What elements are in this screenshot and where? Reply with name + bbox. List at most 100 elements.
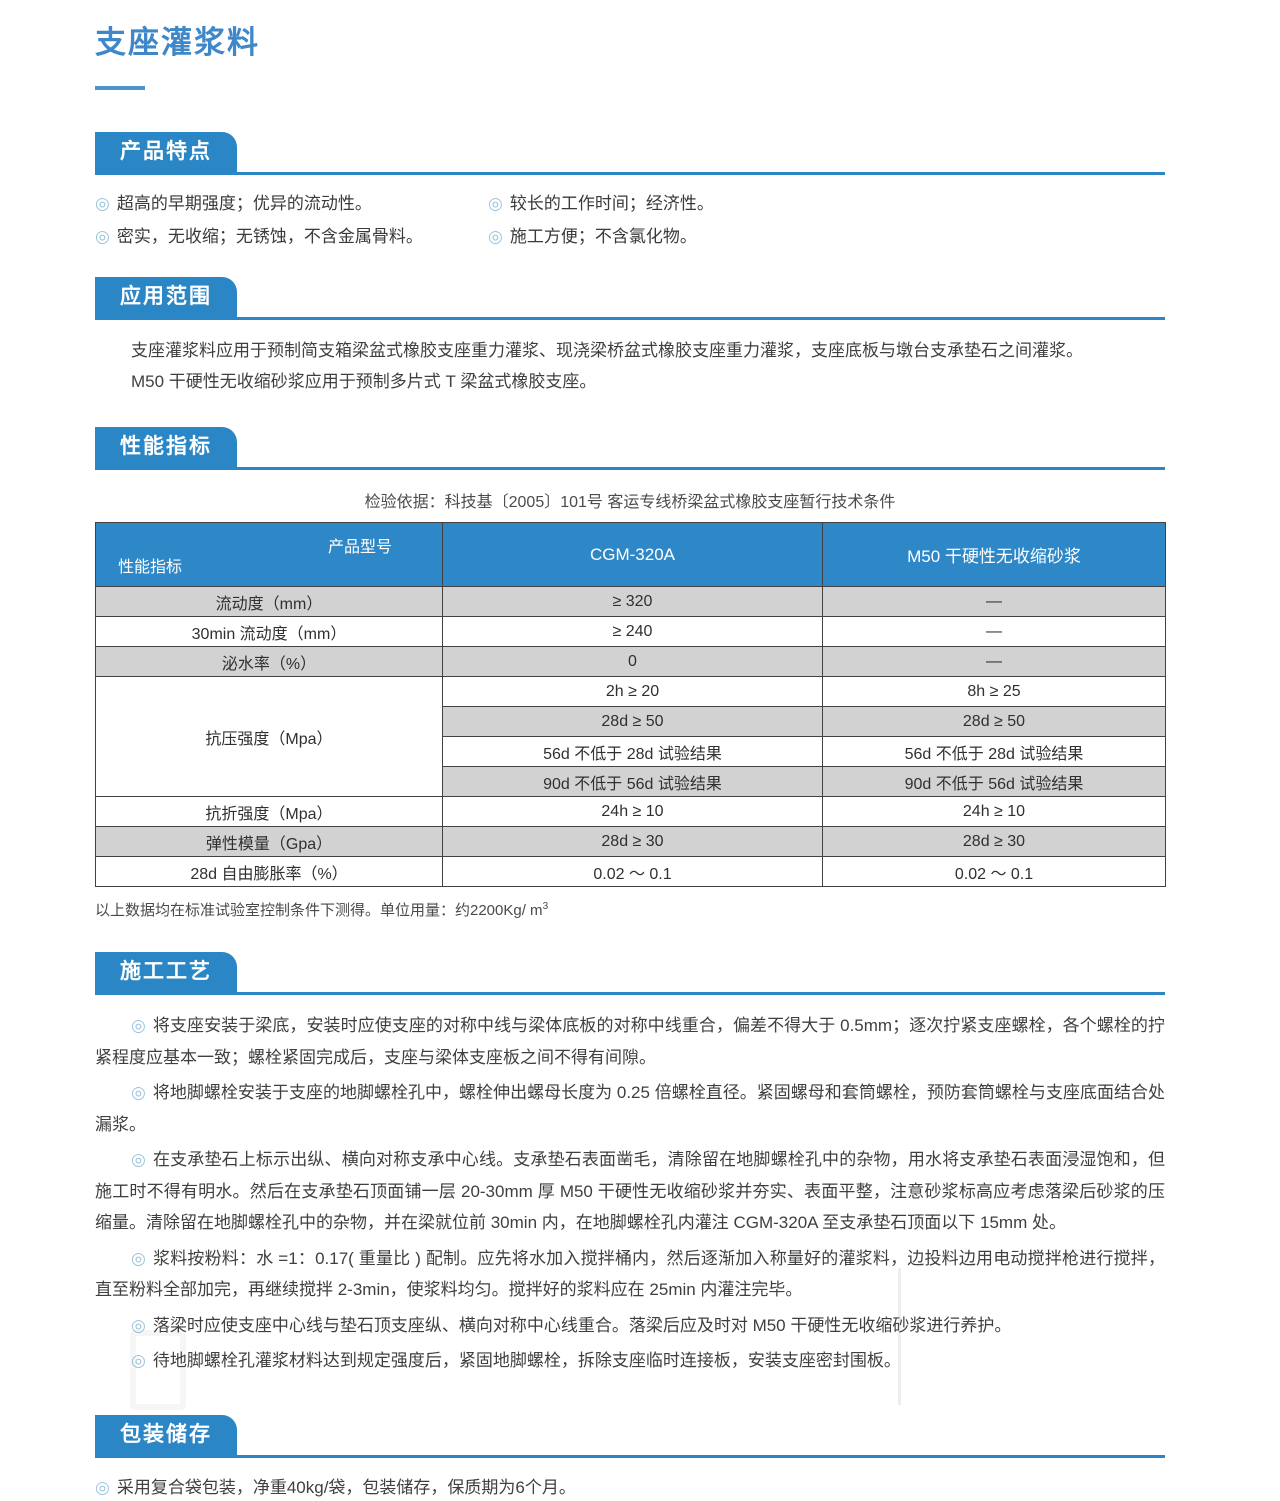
cell-m50: 8h ≥ 25 xyxy=(822,676,1166,707)
table-note: 以上数据均在标准试验室控制条件下测得。单位用量：约2200Kg/ m3 xyxy=(95,899,1165,920)
section-header-features: 产品特点 xyxy=(95,132,1165,175)
bullseye-bullet-icon: ◎ xyxy=(131,1248,147,1268)
feature-text: 施工方便；不含氯化物。 xyxy=(509,227,697,246)
section-header-application: 应用范围 xyxy=(95,277,1165,320)
construction-step-text: 在支承垫石上标示出纵、横向对称支承中心线。支承垫石表面凿毛，清除留在地脚螺栓孔中… xyxy=(95,1150,1165,1232)
bullseye-bullet-icon: ◎ xyxy=(131,1351,146,1370)
cell-cgm: 24h ≥ 10 xyxy=(442,796,823,827)
bullseye-bullet-icon: ◎ xyxy=(131,1315,146,1335)
cell-cgm: ≥ 240 xyxy=(442,616,823,647)
feature-text: 密实，无收缩；无锈蚀，不含金属骨料。 xyxy=(116,227,423,246)
cell-cgm: 28d ≥ 30 xyxy=(442,826,823,857)
construction-step: ◎ 在支承垫石上标示出纵、横向对称支承中心线。支承垫石表面凿毛，清除留在地脚螺栓孔… xyxy=(95,1144,1165,1239)
application-paragraph: M50 干硬性无收缩砂浆应用于预制多片式 T 梁盆式橡胶支座。 xyxy=(131,372,597,391)
section-tab-performance: 性能指标 xyxy=(95,427,237,467)
column-header-cgm320a: CGM-320A xyxy=(442,522,823,587)
construction-step: ◎ 待地脚螺栓孔灌浆材料达到规定强度后，紧固地脚螺栓，拆除支座临时连接板，安装支座… xyxy=(95,1345,1165,1377)
cell-m50: 28d ≥ 50 xyxy=(822,706,1166,737)
feature-item: ◎ 施工方便；不含氯化物。 xyxy=(488,225,1165,249)
construction-step: ◎ 将地脚螺栓安装于支座的地脚螺栓孔中，螺栓伸出螺母长度为 0.25 倍螺栓直径。… xyxy=(95,1077,1165,1140)
feature-item: ◎ 密实，无收缩；无锈蚀，不含金属骨料。 xyxy=(95,225,488,249)
row-label: 30min 流动度（mm） xyxy=(95,616,443,647)
bullseye-bullet-icon: ◎ xyxy=(131,1150,146,1169)
bullseye-bullet-icon: ◎ xyxy=(131,1016,146,1035)
table-row: 28d 自由膨胀率（%） 0.02 ～ 0.1 0.02 ～ 0.1 xyxy=(95,856,1166,887)
row-label: 泌水率（%） xyxy=(95,646,443,677)
packaging-info: ◎ 采用复合袋包装，净重40kg/袋，包装储存，保质期为6个月。 xyxy=(95,1475,1165,1501)
row-label-compressive: 抗压强度（Mpa） xyxy=(95,676,443,797)
construction-step-text: 待地脚螺栓孔灌浆材料达到规定强度后，紧固地脚螺栓，拆除支座临时连接板，安装支座密… xyxy=(152,1351,901,1370)
application-paragraphs: 支座灌浆料应用于预制简支箱梁盆式橡胶支座重力灌浆、现浇梁桥盆式橡胶支座重力灌浆，… xyxy=(131,335,1165,397)
cell-m50: 28d ≥ 30 xyxy=(822,826,1166,857)
section-tab-construction: 施工工艺 xyxy=(95,952,237,992)
construction-step: ◎ 落梁时应使支座中心线与垫石顶支座纵、横向对称中心线重合。落梁后应及时对 M50… xyxy=(95,1310,1165,1342)
table-note-superscript: 3 xyxy=(542,901,549,912)
cell-m50: 0.02 ～ 0.1 xyxy=(822,856,1166,887)
table-row: 抗压强度（Mpa） 2h ≥ 20 8h ≥ 25 xyxy=(95,676,1166,797)
header-product-model: 产品型号 xyxy=(327,539,392,556)
cell-m50: 24h ≥ 10 xyxy=(822,796,1166,827)
section-header-construction: 施工工艺 xyxy=(95,952,1165,995)
cell-cgm: ≥ 320 xyxy=(442,586,823,617)
row-label: 流动度（mm） xyxy=(95,586,443,617)
section-tab-features: 产品特点 xyxy=(95,132,237,172)
construction-step: ◎ 将支座安装于梁底，安装时应使支座的对称中线与梁体底板的对称中线重合，偏差不得大… xyxy=(95,1010,1165,1073)
row-label: 抗折强度（Mpa） xyxy=(95,796,443,827)
feature-item: ◎ 超高的早期强度；优异的流动性。 xyxy=(95,192,488,216)
bullseye-bullet-icon: ◎ xyxy=(95,1477,110,1497)
feature-item: ◎ 较长的工作时间；经济性。 xyxy=(488,192,1165,216)
application-paragraph: 支座灌浆料应用于预制简支箱梁盆式橡胶支座重力灌浆、现浇梁桥盆式橡胶支座重力灌浆，… xyxy=(131,341,1083,360)
cell-cgm: 0.02 ～ 0.1 xyxy=(442,856,823,887)
bullseye-bullet-icon: ◎ xyxy=(488,194,503,213)
table-note-text: 以上数据均在标准试验室控制条件下测得。单位用量：约2200Kg/ m xyxy=(95,902,543,919)
cell-m50: 90d 不低于 56d 试验结果 xyxy=(822,766,1166,797)
cell-cgm: 0 xyxy=(442,646,823,677)
cell-cgm: 90d 不低于 56d 试验结果 xyxy=(442,766,823,797)
row-label: 弹性模量（Gpa） xyxy=(95,826,443,857)
row-label: 28d 自由膨胀率（%） xyxy=(95,856,443,887)
watermark-bag-outline xyxy=(130,1330,186,1410)
construction-step: ◎ 浆料按粉料：水 =1：0.17( 重量比 ) 配制。应先将水加入搅拌桶内，然后… xyxy=(95,1243,1165,1306)
construction-step-text: 落梁时应使支座中心线与垫石顶支座纵、横向对称中心线重合。落梁后应及时对 M50 … xyxy=(152,1315,1012,1335)
section-tab-application: 应用范围 xyxy=(95,277,237,317)
cell-m50: — xyxy=(822,646,1166,677)
section-tab-packaging: 包装储存 xyxy=(95,1414,237,1455)
cell-m50: — xyxy=(822,586,1166,617)
table-row: 抗折强度（Mpa） 24h ≥ 10 24h ≥ 10 xyxy=(95,796,1166,827)
watermark-vertical-line xyxy=(898,1268,901,1405)
feature-text: 超高的早期强度；优异的流动性。 xyxy=(116,194,372,213)
table-row: 90d 不低于 56d 试验结果 90d 不低于 56d 试验结果 xyxy=(96,766,1166,797)
construction-step-text: 将支座安装于梁底，安装时应使支座的对称中线与梁体底板的对称中线重合，偏差不得大于… xyxy=(95,1016,1165,1067)
title-underline xyxy=(95,86,145,90)
table-row: 28d ≥ 50 28d ≥ 50 xyxy=(96,706,1166,737)
construction-steps: ◎ 将支座安装于梁底，安装时应使支座的对称中线与梁体底板的对称中线重合，偏差不得大… xyxy=(95,1010,1165,1377)
bullseye-bullet-icon: ◎ xyxy=(488,227,503,246)
packaging-text: 采用复合袋包装，净重40kg/袋，包装储存，保质期为6个月。 xyxy=(116,1477,576,1497)
table-row: 泌水率（%） 0 — xyxy=(95,646,1166,677)
cell-cgm: 56d 不低于 28d 试验结果 xyxy=(442,736,823,767)
cell-cgm: 28d ≥ 50 xyxy=(442,706,823,737)
construction-step-text: 浆料按粉料：水 =1：0.17( 重量比 ) 配制。应先将水加入搅拌桶内，然后逐… xyxy=(95,1248,1165,1300)
construction-step-text: 将地脚螺栓安装于支座的地脚螺栓孔中，螺栓伸出螺母长度为 0.25 倍螺栓直径。紧… xyxy=(95,1083,1166,1134)
feature-text: 较长的工作时间；经济性。 xyxy=(509,194,714,213)
bullseye-bullet-icon: ◎ xyxy=(95,194,110,213)
cell-m50: 56d 不低于 28d 试验结果 xyxy=(822,736,1166,767)
inspection-basis: 检验依据：科技基〔2005〕101号 客运专线桥梁盆式橡胶支座暂行技术条件 xyxy=(364,494,896,511)
table-row: 30min 流动度（mm） ≥ 240 — xyxy=(95,616,1166,647)
column-header-m50: M50 干硬性无收缩砂浆 xyxy=(822,522,1166,587)
bullseye-bullet-icon: ◎ xyxy=(131,1083,146,1102)
features-list: ◎ 超高的早期强度；优异的流动性。 ◎ 密实，无收缩；无锈蚀，不含金属骨料。 ◎ 较长… xyxy=(95,192,1165,249)
table-row: 弹性模量（Gpa） 28d ≥ 30 28d ≥ 30 xyxy=(95,826,1166,857)
section-header-performance: 性能指标 xyxy=(95,427,1165,470)
table-header-row: 产品型号 性能指标 CGM-320A M50 干硬性无收缩砂浆 xyxy=(95,522,1166,587)
bullseye-bullet-icon: ◎ xyxy=(95,227,110,246)
table-row: 流动度（mm） ≥ 320 — xyxy=(95,586,1166,617)
page-title: 支座灌浆料 xyxy=(95,25,260,60)
section-header-packaging: 包装储存 xyxy=(95,1414,1165,1458)
header-performance-index: 性能指标 xyxy=(118,559,183,576)
cell-cgm: 2h ≥ 20 xyxy=(442,676,823,707)
cell-m50: — xyxy=(822,616,1166,647)
diagonal-header-cell: 产品型号 性能指标 xyxy=(95,522,443,587)
performance-table: 产品型号 性能指标 CGM-320A M50 干硬性无收缩砂浆 流动度（mm） … xyxy=(95,522,1166,887)
